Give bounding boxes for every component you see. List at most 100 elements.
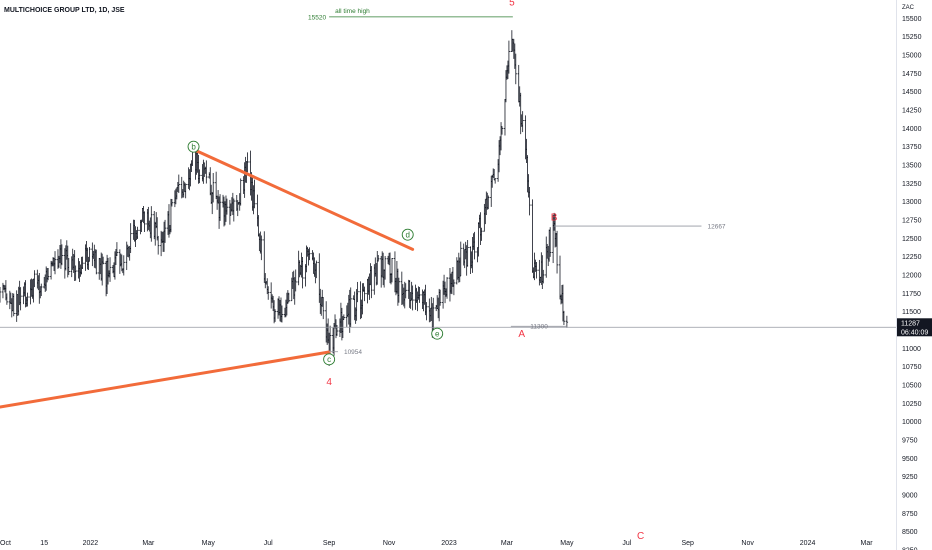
svg-text:b: b <box>191 142 196 151</box>
y-tick-label: 8750 <box>902 511 918 518</box>
last-price: 11287 <box>901 320 920 327</box>
y-tick-label: 15000 <box>902 53 922 60</box>
y-tick-label: 9500 <box>902 456 918 463</box>
ohlc-bar <box>335 324 339 336</box>
ath-note-label: all time high <box>335 8 370 15</box>
ohlc-bar <box>349 287 352 328</box>
ohlc-bar <box>555 230 559 274</box>
chart-title: MULTICHOICE GROUP LTD, 1D, JSE <box>4 7 125 14</box>
ohlc-bar <box>383 256 387 280</box>
x-axis[interactable]: Oct 15 2022 Mar May Jul Sep Nov 2023 Mar May Jul Sep… <box>0 540 873 547</box>
y-tick-label: 9000 <box>902 493 918 500</box>
y-tick-label: 12500 <box>902 236 922 243</box>
ohlc-bar <box>377 255 380 262</box>
ohlc-bar <box>163 219 167 243</box>
ohlc-bar <box>122 255 125 276</box>
ohlc-bar <box>480 227 483 241</box>
ohlc-bar <box>535 262 538 279</box>
bar-countdown: 06:40:09 <box>901 329 928 336</box>
ohlc-bar <box>466 240 469 267</box>
ohlc-bar <box>260 235 263 261</box>
ohlc-bar <box>473 231 476 260</box>
trendline-lower[interactable] <box>0 350 331 409</box>
ohlc-bar <box>342 314 346 320</box>
wave-label-5: 5 <box>509 0 515 9</box>
wave-label-A: A <box>518 329 525 340</box>
ohlc-bar <box>136 226 139 240</box>
ohlc-bar <box>81 256 84 270</box>
ohlc-bar <box>301 256 304 289</box>
y-tick-label: 13250 <box>902 181 922 188</box>
ohlc-bar <box>565 315 569 328</box>
x-tick-label: 2023 <box>441 540 457 547</box>
ohlc-bar <box>459 241 462 277</box>
ohlc-bar <box>315 260 318 279</box>
price-levels: 11300 12667 10954 15520 all time high <box>0 8 896 356</box>
ohlc-bar <box>108 257 112 282</box>
price-level-label: 11300 <box>530 323 548 330</box>
y-tick-label: 11500 <box>902 309 921 316</box>
ohlc-bar <box>548 227 552 257</box>
ohlc-bar <box>60 244 64 266</box>
ohlc-bar <box>356 281 359 303</box>
ohlc-bar <box>493 178 497 184</box>
ohlc-bar <box>205 160 208 184</box>
ohlc-bar <box>452 279 456 296</box>
ohlc-bar <box>370 266 373 299</box>
ohlc-bar <box>514 53 517 85</box>
x-tick-label: 15 <box>40 540 48 547</box>
x-tick-label: Nov <box>383 540 396 547</box>
ohlc-bar <box>438 289 442 306</box>
ohlc-bar <box>184 183 187 199</box>
ohlc-bar <box>218 194 222 221</box>
ohlc-bar <box>411 285 414 311</box>
ohlc-bar <box>294 269 297 292</box>
y-axis[interactable]: 8250 8500 8750 9000 9250 9500 9750 10000 10250 10… <box>902 16 922 550</box>
wave-label-4: 4 <box>326 377 332 388</box>
ohlc-bar <box>177 174 181 194</box>
x-tick-label: May <box>560 540 574 547</box>
price-level-label: 10954 <box>344 349 362 356</box>
x-tick-label: 2024 <box>800 540 816 547</box>
x-tick-label: Mar <box>860 540 873 547</box>
wave-labels: 5 4 A B Cb c d e <box>187 0 644 542</box>
y-tick-label: 10000 <box>902 419 922 426</box>
ohlc-bar <box>542 269 545 284</box>
ohlc-bar <box>322 297 325 320</box>
wave-label-e: e <box>431 327 444 340</box>
svg-text:c: c <box>327 355 331 364</box>
ohlc-bar <box>418 287 421 303</box>
ohlc-bar <box>528 187 531 216</box>
y-tick-label: 14250 <box>902 108 922 115</box>
wave-label-b: b <box>187 140 200 153</box>
ohlc-bar <box>115 242 119 257</box>
ohlc-bar <box>170 198 174 207</box>
y-tick-label: 9750 <box>902 438 918 445</box>
ohlc-bar <box>562 310 566 326</box>
y-tick-label: 9250 <box>902 474 918 481</box>
trendline-upper[interactable] <box>194 148 415 251</box>
ohlc-bar <box>425 302 428 321</box>
ohlc-bar <box>273 309 277 322</box>
y-tick-label: 8500 <box>902 529 918 536</box>
y-tick-label: 12750 <box>902 218 922 225</box>
ohlc-bar <box>287 292 291 303</box>
ohlc-bar <box>521 111 524 133</box>
ohlc-bar <box>129 223 132 254</box>
ohlc-bar <box>390 258 394 283</box>
ohlc-bar <box>150 206 153 242</box>
ohlc-bar <box>156 235 160 255</box>
y-tick-label: 8250 <box>902 548 918 550</box>
ohlc-bar <box>88 246 91 262</box>
price-bars <box>0 30 569 366</box>
x-tick-label: Sep <box>323 540 336 547</box>
ohlc-bar <box>143 211 146 232</box>
ohlc-bar <box>101 256 105 265</box>
svg-text:e: e <box>435 329 440 338</box>
y-tick-label: 14000 <box>902 126 922 133</box>
x-tick-label: Oct <box>0 540 11 547</box>
x-tick-label: Nov <box>741 540 754 547</box>
y-tick-label: 10250 <box>902 401 922 408</box>
y-tick-label: 11000 <box>902 346 921 353</box>
